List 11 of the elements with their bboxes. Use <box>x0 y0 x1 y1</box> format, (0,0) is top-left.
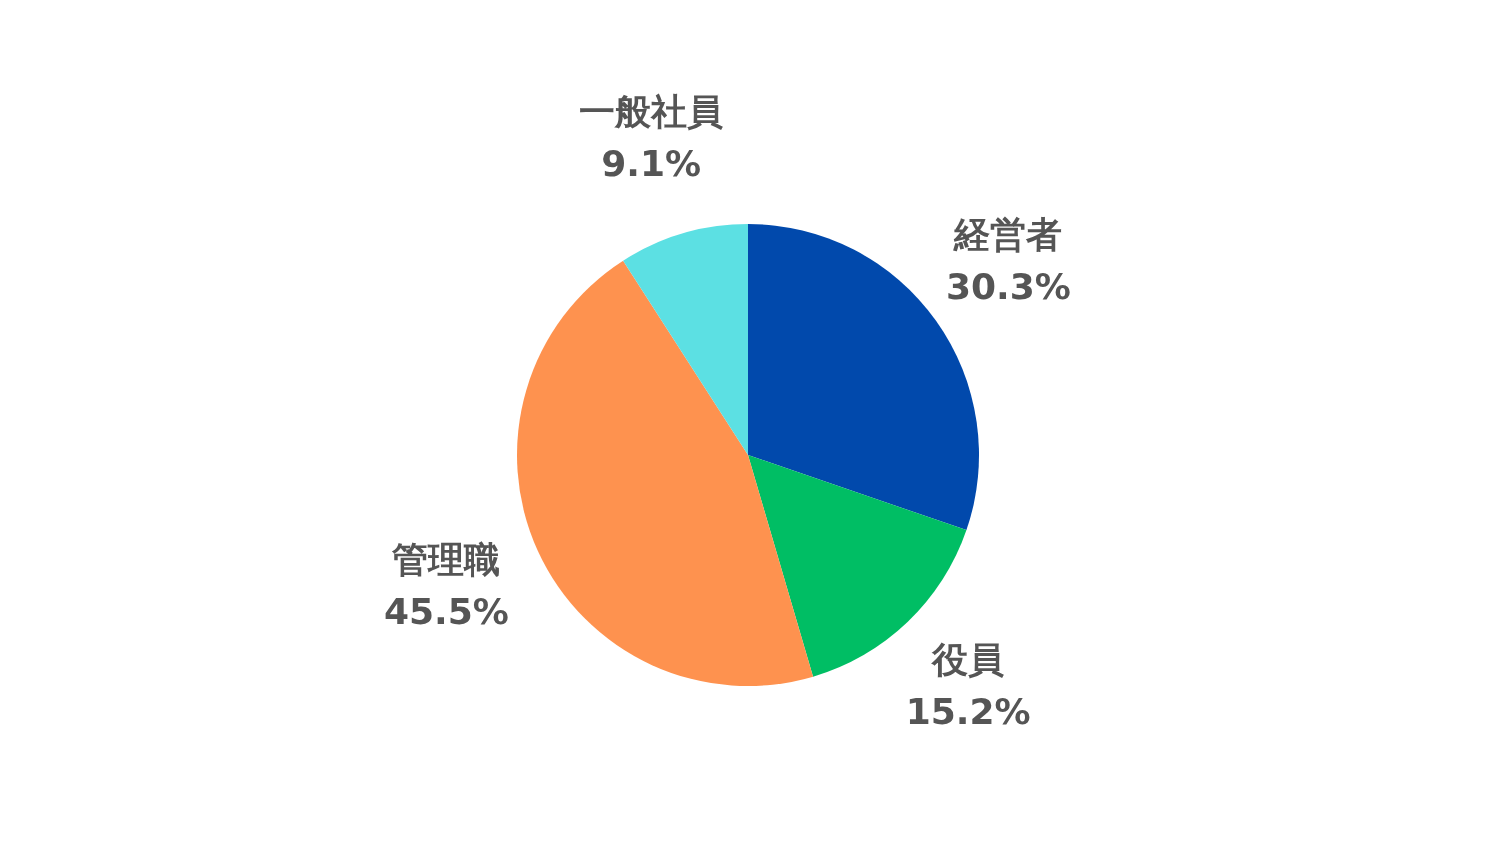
slice-label: 管理職 <box>391 538 501 580</box>
data-label: 15.2% <box>905 691 1031 733</box>
data-label: 9.1% <box>601 142 702 184</box>
pie-slice <box>517 260 814 686</box>
pie-slice <box>623 224 748 455</box>
slice-label: 経営者 <box>953 214 1063 256</box>
data-label: 30.3% <box>945 266 1071 308</box>
slice-label: 役員 <box>931 639 1005 681</box>
data-label: 45.5% <box>384 590 509 632</box>
slice-label: 一般社員 <box>579 90 724 132</box>
pie-slice <box>748 455 967 677</box>
